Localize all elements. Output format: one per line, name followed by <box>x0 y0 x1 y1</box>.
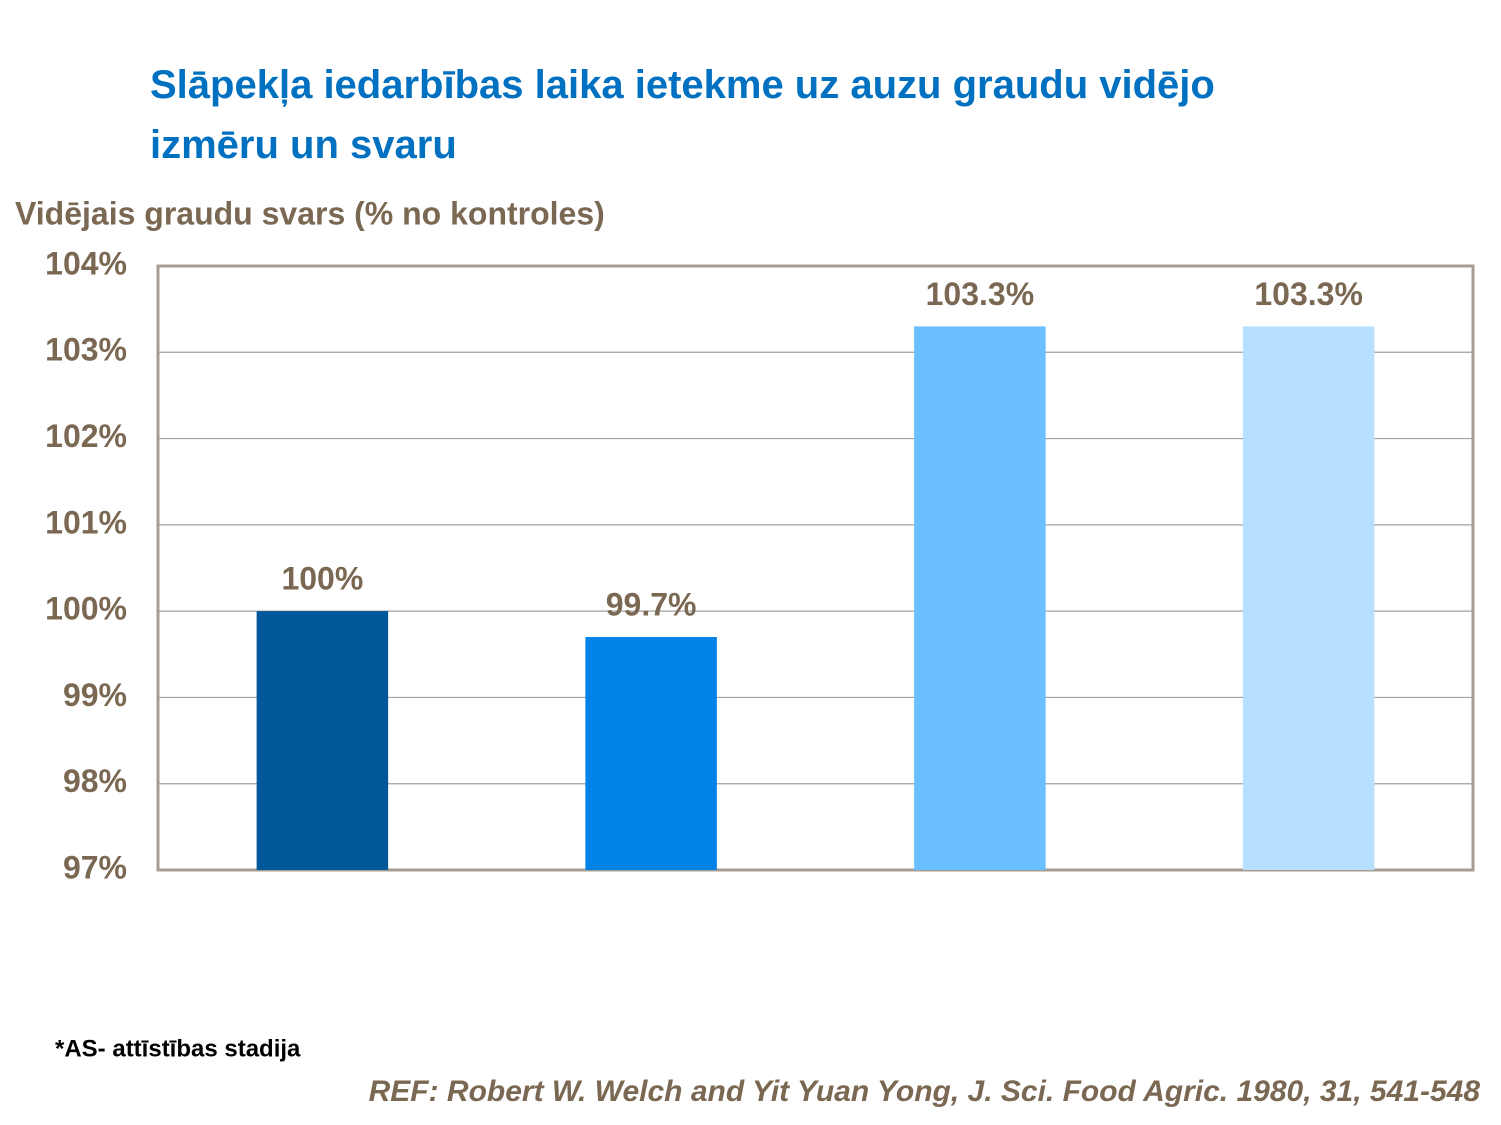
y-tick-label: 103% <box>45 332 127 368</box>
y-tick-label: 97% <box>63 849 127 885</box>
value-label: 99.7% <box>606 586 697 622</box>
y-axis-label: Vidējais graudu svars (% no kontroles) <box>15 195 605 231</box>
y-tick-label: 104% <box>45 245 127 281</box>
y-tick-label: 98% <box>63 763 127 799</box>
reference: REF: Robert W. Welch and Yit Yuan Yong, … <box>369 1075 1481 1108</box>
value-label: 100% <box>281 561 363 597</box>
bar <box>1242 326 1375 870</box>
chart-title: Slāpekļa iedarbības laika ietekme uz auz… <box>150 63 1215 167</box>
y-tick-label: 100% <box>45 591 127 627</box>
value-label: 103.3% <box>926 276 1035 312</box>
bar <box>256 611 389 870</box>
y-tick-label: 102% <box>45 418 127 454</box>
footnote: *AS- attīstības stadija <box>55 1035 301 1062</box>
bar <box>914 326 1046 870</box>
y-tick-label: 99% <box>63 677 127 713</box>
y-tick-label: 101% <box>45 504 127 540</box>
bar <box>585 637 717 870</box>
plot-border <box>156 264 1475 872</box>
value-label: 103.3% <box>1254 276 1363 312</box>
